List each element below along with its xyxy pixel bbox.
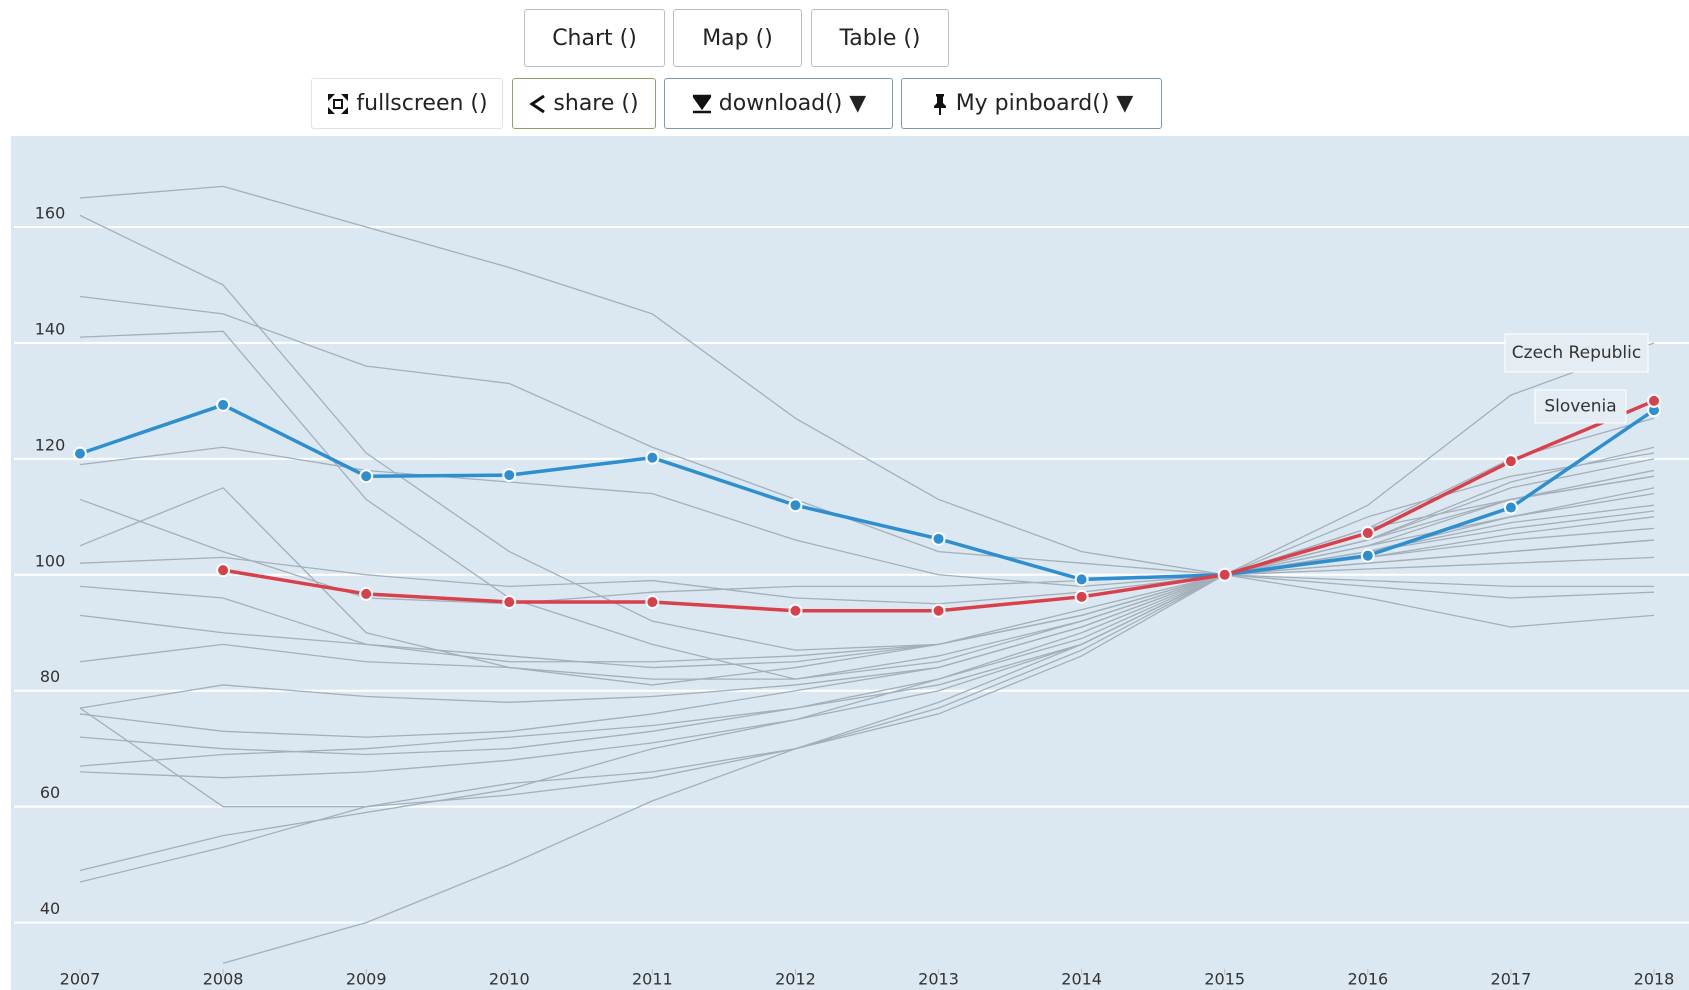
y-tick-label: 80 [40,667,60,686]
button-label: My pinboard() ▼ [955,91,1134,116]
download-button[interactable]: download() ▼ [664,78,893,129]
data-point [1647,393,1661,408]
table-button[interactable]: Table () [811,9,949,67]
x-tick-label: 2014 [1061,970,1102,989]
download-icon [692,94,712,113]
x-tick-label: 2016 [1347,970,1388,989]
button-label: Chart () [552,25,637,51]
data-point [73,446,87,461]
button-label: Map () [702,25,773,51]
chart-button[interactable]: Chart () [524,9,665,67]
data-point [788,603,803,618]
series-label: Slovenia [1544,397,1616,417]
data-point [1647,403,1661,418]
series-line [222,399,1655,613]
background-line [79,185,1655,599]
background-line [79,492,1655,709]
background-line [79,574,1655,663]
background-line [79,527,1655,756]
background-line [79,295,1655,576]
x-tick-label: 2018 [1634,970,1675,989]
button-label: fullscreen () [356,91,488,116]
x-tick-label: 2010 [489,970,530,989]
background-line [79,539,1655,767]
y-tick-label: 160 [35,203,66,222]
background-line [79,475,1655,680]
button-label: share () [553,91,639,116]
data-point [788,498,803,513]
x-tick-label: 2012 [775,970,816,989]
background-line [79,452,1655,883]
data-point [502,595,517,610]
button-label: download() ▼ [718,91,867,116]
chart-background [11,136,1689,990]
y-tick-label: 140 [35,319,66,338]
share-button[interactable]: share () [512,78,656,129]
data-point [1074,572,1089,587]
y-tick-label: 120 [35,435,66,454]
data-point [359,469,374,484]
data-point [216,563,231,578]
series-label-box [1504,333,1649,373]
background-line [79,330,1655,680]
series-label-box [1534,389,1627,424]
data-point [1503,454,1518,469]
x-tick-label: 2017 [1491,970,1532,989]
button-label: Table () [839,25,921,51]
fullscreen-button[interactable]: fullscreen () [311,78,503,129]
fullscreen-icon [328,93,349,114]
background-line [79,342,1655,669]
background-line [79,417,1655,686]
y-tick-label: 40 [40,899,60,918]
background-line [79,574,1654,872]
background-line [79,446,1655,588]
pin-icon [933,93,946,115]
series-label: Czech Republic [1512,343,1641,363]
background-line [79,498,1655,605]
map-button[interactable]: Map () [673,9,802,67]
x-tick-label: 2007 [60,970,101,989]
x-tick-label: 2008 [203,970,244,989]
y-tick-label: 60 [40,783,60,802]
data-point [502,468,517,483]
data-point [931,603,946,618]
x-tick-label: 2009 [346,970,387,989]
background-line [79,510,1655,738]
data-point [1074,589,1089,604]
x-tick-label: 2011 [632,970,673,989]
data-point [645,595,660,610]
x-tick-label: 2013 [918,970,959,989]
x-tick-label: 2015 [1204,970,1245,989]
data-point [359,586,374,601]
pinboard-button[interactable]: My pinboard() ▼ [901,78,1162,129]
series-line [79,403,1655,582]
data-point [216,397,231,412]
background-line [79,516,1655,605]
background-line [79,556,1655,779]
background-line [79,214,1655,651]
data-point [645,450,660,465]
background-line [222,475,1655,964]
data-point [1217,567,1232,582]
y-tick-label: 100 [35,551,66,570]
data-point [1360,526,1375,541]
data-point [1217,567,1232,582]
data-point [1360,548,1375,563]
data-point [1503,500,1518,515]
background-line [79,504,1655,808]
data-point [931,531,946,546]
share-icon [529,94,546,113]
